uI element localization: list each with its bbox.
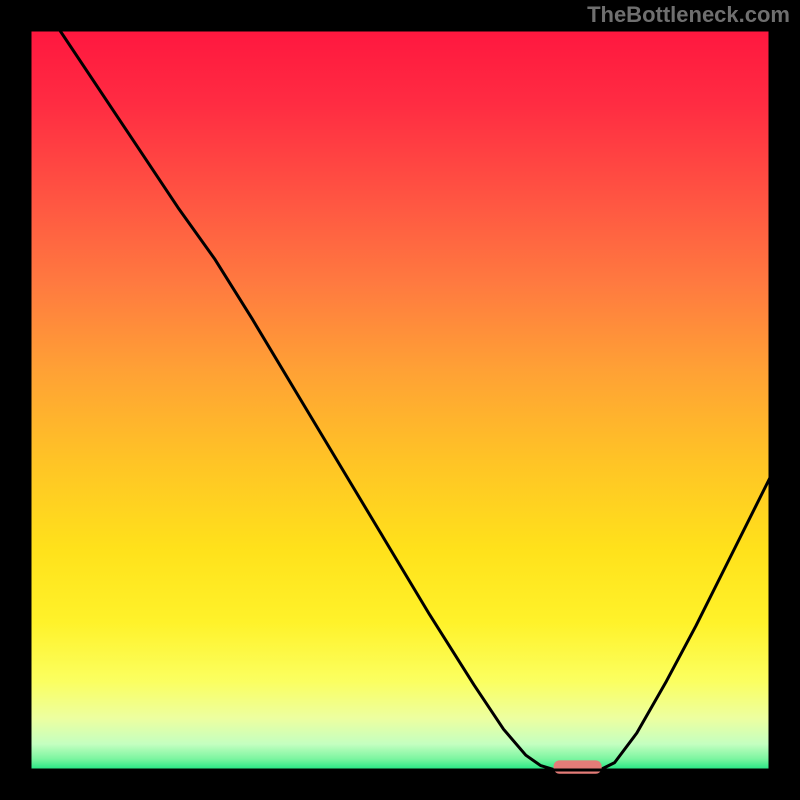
- watermark-text: TheBottleneck.com: [587, 2, 790, 28]
- gradient-background: [30, 30, 770, 770]
- optimal-marker: [554, 760, 602, 773]
- bottleneck-chart: [0, 0, 800, 800]
- chart-container: { "meta": { "watermark_text": "TheBottle…: [0, 0, 800, 800]
